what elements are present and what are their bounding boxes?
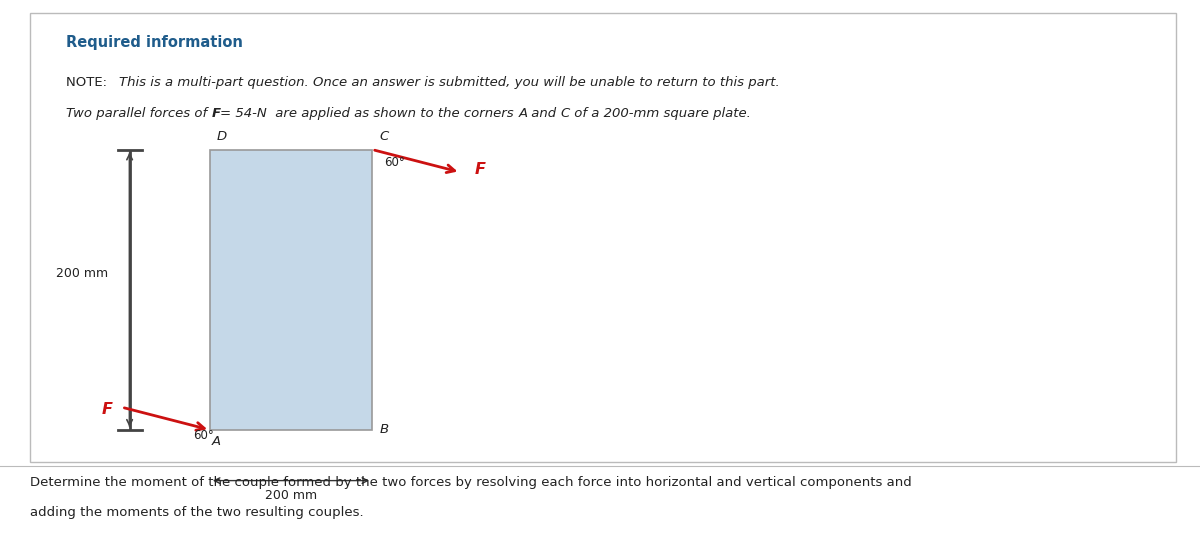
Text: C: C xyxy=(560,107,570,120)
FancyBboxPatch shape xyxy=(30,13,1176,462)
Text: C: C xyxy=(379,130,389,143)
Text: and: and xyxy=(527,107,560,120)
Polygon shape xyxy=(210,150,372,430)
Text: F: F xyxy=(101,402,112,418)
Text: Determine the moment of the couple formed by the two forces by resolving each fo: Determine the moment of the couple forme… xyxy=(30,476,912,489)
Text: A: A xyxy=(211,435,221,448)
Text: A: A xyxy=(518,107,527,120)
Text: NOTE:: NOTE: xyxy=(66,76,112,89)
Text: Two parallel forces of: Two parallel forces of xyxy=(66,107,211,120)
Text: adding the moments of the two resulting couples.: adding the moments of the two resulting … xyxy=(30,506,364,519)
Text: D: D xyxy=(217,130,227,143)
Text: 200 mm: 200 mm xyxy=(265,489,317,501)
Text: B: B xyxy=(379,423,389,436)
Text: This is a multi-part question. Once an answer is submitted, you will be unable t: This is a multi-part question. Once an a… xyxy=(119,76,780,89)
Text: = 54-N  are applied as shown to the corners: = 54-N are applied as shown to the corne… xyxy=(221,107,518,120)
Text: F: F xyxy=(211,107,221,120)
Text: Required information: Required information xyxy=(66,35,242,50)
Text: of a 200-mm square plate.: of a 200-mm square plate. xyxy=(570,107,751,120)
Text: 200 mm: 200 mm xyxy=(56,267,108,280)
Text: F: F xyxy=(475,162,486,177)
Text: 60°: 60° xyxy=(193,429,214,442)
Text: 60°: 60° xyxy=(384,155,404,169)
